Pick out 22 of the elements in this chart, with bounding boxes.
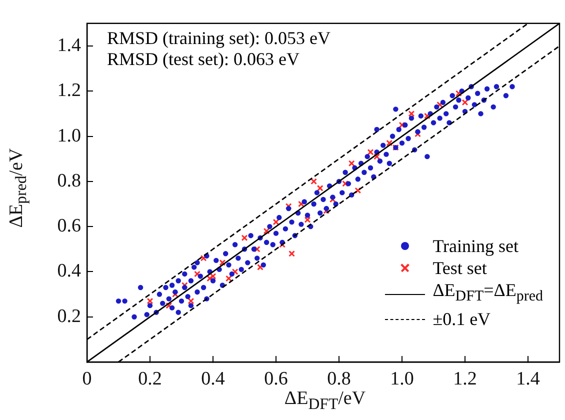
annotation: RMSD (test set): 0.063 eV	[107, 49, 300, 70]
y-tick-label: 1.0	[57, 125, 81, 146]
x-tick-label: 1.2	[453, 368, 477, 390]
y-tick-label: 0.8	[57, 170, 81, 192]
x-tick-label: 0	[82, 368, 92, 390]
legend-label: ±0.1 eV	[432, 308, 491, 330]
x-tick-label: 0.2	[138, 368, 162, 390]
y-tick-label: 0.4	[57, 260, 82, 282]
x-tick-label: 1.0	[390, 368, 414, 390]
annotation: RMSD (training set): 0.053 eV	[107, 28, 330, 49]
x-tick-label: 0.4	[201, 368, 226, 390]
legend-label: Test set	[432, 257, 487, 280]
x-axis-title: ΔE$_{DFT}$/eV	[283, 388, 367, 414]
legend-label: Training set	[432, 235, 519, 258]
x-tick-label: 0.6	[264, 368, 288, 390]
y-tick-label: 1.2	[57, 80, 81, 102]
y-tick-label: 0.6	[57, 216, 81, 237]
x-tick-label: 1.4	[516, 368, 540, 390]
legend-label: ΔE$_{DFT}$=ΔE$_{pred}$	[432, 279, 543, 307]
y-tick-label: 1.4	[57, 34, 82, 56]
y-tick-label: 0.2	[57, 306, 81, 327]
x-tick-label: 0.8	[327, 368, 351, 390]
